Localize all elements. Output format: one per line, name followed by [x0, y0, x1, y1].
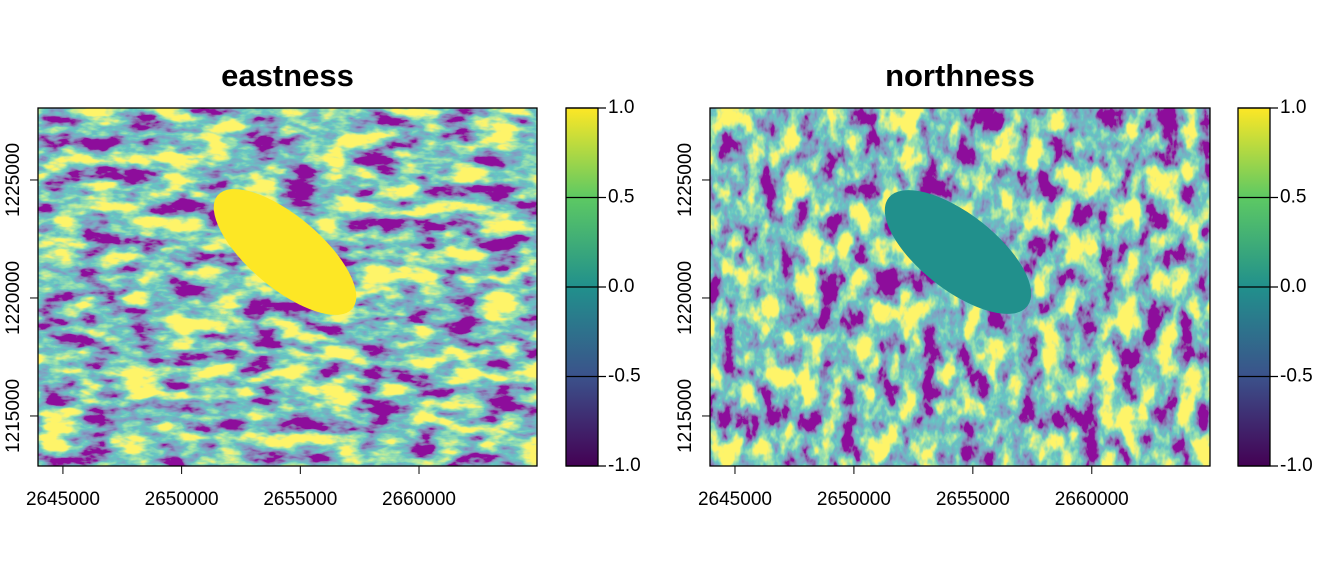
- x-tick-label: 2645000: [698, 489, 772, 510]
- colorbar-tick-label: -1.0: [608, 455, 641, 476]
- lake: [213, 189, 357, 315]
- y-tick-label: 1225000: [3, 143, 24, 217]
- plot-frame: [709, 107, 1211, 467]
- colorbar-tick-label: 0.5: [1280, 187, 1306, 208]
- colorbar-tick-label: 1.0: [608, 97, 634, 118]
- y-tick-label: 1215000: [675, 379, 696, 453]
- panel-title: eastness: [221, 58, 354, 93]
- colorbar-tick-label: 1.0: [1280, 97, 1306, 118]
- x-tick-label: 2655000: [936, 489, 1010, 510]
- colorbar-tick-label: 0.5: [608, 187, 634, 208]
- x-tick-label: 2650000: [817, 489, 891, 510]
- x-tick-label: 2655000: [263, 489, 337, 510]
- x-tick-label: 2645000: [26, 489, 100, 510]
- lake: [884, 190, 1032, 314]
- x-tick-label: 2650000: [145, 489, 219, 510]
- y-tick-label: 1220000: [675, 261, 696, 335]
- colorbar-tick-label: -0.5: [1280, 366, 1313, 387]
- x-tick-label: 2660000: [382, 489, 456, 510]
- plot-frame: [37, 107, 538, 467]
- y-tick-label: 1215000: [3, 379, 24, 453]
- y-tick-label: 1220000: [3, 261, 24, 335]
- colorbar-tick-label: -1.0: [1280, 455, 1313, 476]
- y-tick-label: 1225000: [675, 143, 696, 217]
- x-tick-label: 2660000: [1055, 489, 1129, 510]
- colorbar-tick-label: -0.5: [608, 366, 641, 387]
- colorbar-tick-label: 0.0: [608, 276, 634, 297]
- panel-title: northness: [885, 58, 1035, 93]
- colorbar-tick-label: 0.0: [1280, 276, 1306, 297]
